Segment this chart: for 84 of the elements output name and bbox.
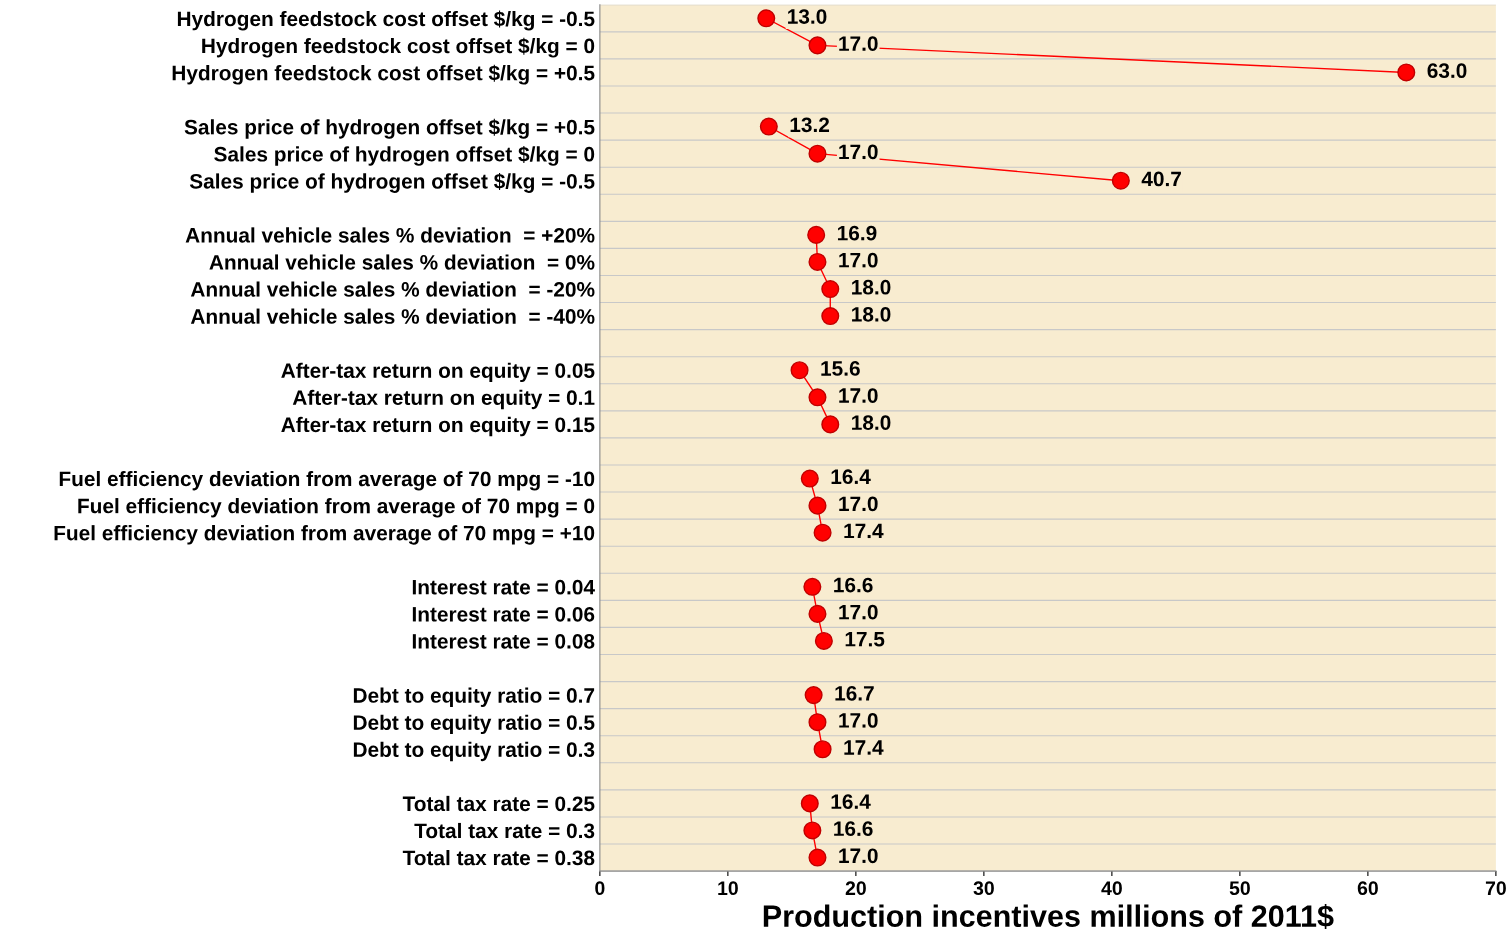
y-tick-label: Debt to equity ratio = 0.5: [353, 714, 595, 735]
y-tick-label: Hydrogen feedstock cost offset $/kg = 0: [202, 37, 595, 58]
point: [803, 577, 822, 596]
y-tick-label: Hydrogen feedstock cost offset $/kg = +0.5: [172, 64, 595, 85]
point: [759, 117, 778, 136]
point: [790, 361, 809, 380]
y-tick-label: Interest rate = 0.08: [412, 633, 595, 649]
point: [821, 415, 840, 434]
y-tick-label: Sales price of hydrogen offset $/kg = +0.5: [184, 118, 595, 139]
data-label: 17.0: [839, 388, 878, 403]
x-tick-label: 50: [1229, 881, 1250, 896]
data-label: 17.4: [844, 523, 884, 539]
data-label: 17.0: [839, 713, 878, 728]
x-tick-label: 0: [595, 881, 605, 896]
point: [800, 469, 819, 488]
point: [808, 848, 827, 867]
data-label: 18.0: [852, 306, 891, 322]
y-tick-label: After-tax return on equity = 0.15: [281, 416, 595, 437]
data-label: 17.0: [839, 36, 878, 51]
point: [1397, 63, 1416, 82]
data-label: 16.4: [831, 794, 871, 809]
data-label: 17.0: [839, 252, 878, 268]
point: [808, 604, 827, 623]
y-tick-label: Debt to equity ratio = 0.3: [353, 741, 595, 762]
y-tick-label: Fuel efficiency deviation from average of 70 mpg = -10: [59, 470, 595, 491]
point: [808, 713, 827, 732]
y-tick-label: Hydrogen feedstock cost offset $/kg = -0.5: [177, 10, 595, 31]
data-label: 13.0: [788, 9, 827, 24]
data-label: 17.0: [839, 604, 878, 620]
y-tick-label: After-tax return on equity = 0.05: [281, 362, 595, 383]
y-tick-label: Fuel efficiency deviation from average of 70 mpg = +10: [54, 525, 595, 545]
x-axis-title: Production incentives millions of 2011$: [763, 903, 1334, 929]
y-tick-label: Interest rate = 0.04: [412, 579, 595, 595]
data-label: 18.0: [852, 279, 891, 295]
y-tick-label: Fuel efficiency deviation from average of 70 mpg = 0: [78, 498, 595, 518]
y-tick-label: Total tax rate = 0.3: [414, 822, 595, 839]
x-tick-label: 70: [1485, 881, 1506, 896]
point: [808, 496, 827, 515]
point: [1111, 171, 1130, 190]
point: [800, 794, 819, 813]
y-tick-label: Sales price of hydrogen offset $/kg = 0: [214, 145, 595, 166]
y-tick-label: Annual vehicle sales % deviation = 0%: [209, 254, 595, 270]
x-tick-label: 10: [718, 881, 738, 896]
point: [804, 686, 823, 705]
point: [813, 523, 832, 542]
data-label: 40.7: [1141, 171, 1181, 187]
point: [814, 631, 833, 650]
point: [808, 252, 827, 271]
data-label: 16.9: [837, 225, 877, 241]
x-tick-label: 20: [845, 881, 866, 896]
data-label: 17.5: [845, 632, 885, 647]
data-label: 16.6: [834, 821, 873, 837]
y-tick-label: Interest rate = 0.06: [412, 606, 595, 622]
point: [808, 36, 827, 55]
data-label: 16.4: [831, 469, 871, 485]
data-label: 17.0: [839, 496, 878, 512]
point: [803, 821, 822, 840]
point: [821, 307, 840, 326]
point: [807, 225, 826, 244]
y-tick-label: Annual vehicle sales % deviation = +20%: [185, 227, 595, 243]
y-tick-label: Annual vehicle sales % deviation = -20%: [190, 281, 595, 297]
point: [757, 9, 776, 28]
y-tick-label: After-tax return on equity = 0.1: [292, 389, 595, 410]
data-label: 16.6: [834, 577, 873, 593]
data-label: 13.2: [790, 117, 830, 133]
data-label: 17.0: [839, 144, 878, 160]
point: [821, 279, 840, 299]
point: [808, 388, 827, 407]
y-tick-label: Sales price of hydrogen offset $/kg = -0.5: [189, 173, 595, 193]
point: [813, 740, 832, 759]
x-tick-label: 30: [973, 881, 994, 896]
x-tick-label: 60: [1357, 881, 1378, 896]
data-label: 17.4: [844, 740, 884, 755]
data-label: 63.0: [1427, 63, 1467, 79]
data-label: 15.6: [821, 361, 860, 376]
y-tick-label: Total tax rate = 0.38: [402, 849, 595, 866]
data-label: 18.0: [852, 415, 891, 430]
x-tick-label: 40: [1101, 881, 1122, 896]
y-tick-label: Annual vehicle sales % deviation = -40%: [190, 308, 595, 324]
y-tick-label: Total tax rate = 0.25: [402, 795, 595, 812]
data-label: 17.0: [839, 848, 878, 864]
y-tick-label: Debt to equity ratio = 0.7: [353, 687, 595, 707]
data-label: 16.7: [835, 685, 874, 701]
point: [808, 144, 827, 163]
